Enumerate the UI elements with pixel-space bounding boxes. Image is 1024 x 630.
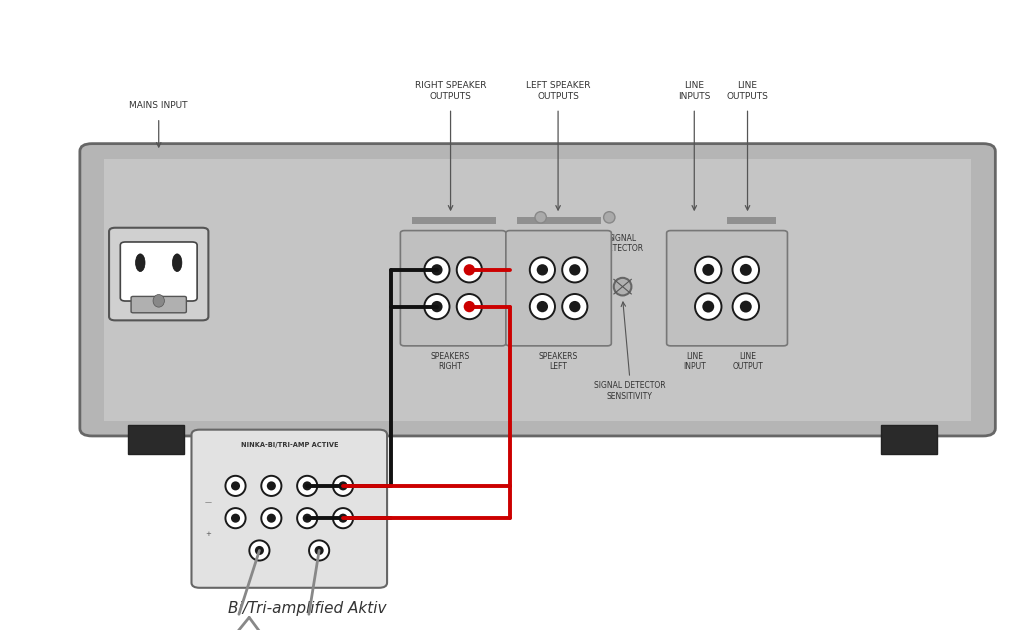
FancyBboxPatch shape [109,228,209,320]
Ellipse shape [535,212,547,223]
FancyBboxPatch shape [191,430,387,588]
Ellipse shape [695,294,722,320]
Text: RIGHT SPEAKER
OUTPUTS: RIGHT SPEAKER OUTPUTS [415,81,486,101]
Ellipse shape [303,481,311,490]
Ellipse shape [333,508,353,528]
Bar [517,217,601,224]
Ellipse shape [339,481,347,490]
Ellipse shape [172,254,182,272]
FancyBboxPatch shape [80,144,995,436]
Ellipse shape [613,278,632,295]
Ellipse shape [562,294,588,319]
Ellipse shape [464,264,475,275]
Ellipse shape [732,256,759,283]
Ellipse shape [249,541,269,561]
Text: SIGNAL
DETECTOR: SIGNAL DETECTOR [602,234,643,253]
FancyBboxPatch shape [120,242,197,301]
Ellipse shape [702,301,714,312]
Text: SIGNAL DETECTOR
SENSITIVITY: SIGNAL DETECTOR SENSITIVITY [594,381,666,401]
Text: NINKA-BI/TRI-AMP ACTIVE: NINKA-BI/TRI-AMP ACTIVE [241,442,338,449]
Bar [412,217,496,224]
Ellipse shape [603,212,615,223]
Ellipse shape [297,476,317,496]
Ellipse shape [339,513,347,523]
Ellipse shape [309,541,330,561]
Ellipse shape [267,481,275,490]
Bar [128,425,184,454]
Ellipse shape [740,264,752,276]
Ellipse shape [231,481,240,490]
Ellipse shape [529,257,555,282]
Ellipse shape [562,257,588,282]
Text: SPEAKERS
RIGHT: SPEAKERS RIGHT [431,352,470,371]
Bar [727,217,776,224]
Text: SPEAKERS
LEFT: SPEAKERS LEFT [539,352,578,371]
Ellipse shape [569,264,581,275]
FancyBboxPatch shape [667,231,787,346]
Ellipse shape [261,508,282,528]
Ellipse shape [537,264,548,275]
FancyBboxPatch shape [506,231,611,346]
Ellipse shape [457,294,482,319]
Ellipse shape [135,254,145,272]
Ellipse shape [537,301,548,312]
Ellipse shape [314,546,324,555]
Ellipse shape [740,301,752,312]
Text: MAINS INPUT: MAINS INPUT [129,101,188,110]
Text: LINE
OUTPUTS: LINE OUTPUTS [727,81,768,101]
Ellipse shape [225,508,246,528]
Ellipse shape [255,546,264,555]
Ellipse shape [431,301,442,312]
Ellipse shape [333,476,353,496]
Ellipse shape [529,294,555,319]
Ellipse shape [267,513,275,523]
Text: LINE
INPUT: LINE INPUT [683,352,706,371]
Bar [104,159,971,421]
Ellipse shape [569,301,581,312]
Ellipse shape [431,264,442,275]
Ellipse shape [424,257,450,282]
Ellipse shape [153,295,165,307]
FancyBboxPatch shape [400,231,506,346]
Ellipse shape [702,264,714,276]
Ellipse shape [231,513,240,523]
Text: LINE
INPUTS: LINE INPUTS [678,81,711,101]
Text: —: — [205,499,212,505]
FancyBboxPatch shape [131,297,186,313]
Ellipse shape [424,294,450,319]
Ellipse shape [732,294,759,320]
Bar [881,425,937,454]
Ellipse shape [225,476,246,496]
Ellipse shape [261,476,282,496]
Text: LEFT SPEAKER
OUTPUTS: LEFT SPEAKER OUTPUTS [526,81,590,101]
Text: +: + [205,531,211,537]
Ellipse shape [457,257,482,282]
Text: R: R [768,302,774,311]
Text: LINE
OUTPUT: LINE OUTPUT [732,352,763,371]
Text: L: L [768,265,773,274]
Ellipse shape [297,508,317,528]
Ellipse shape [303,513,311,523]
Text: Bi/Tri-amplified Aktiv: Bi/Tri-amplified Aktiv [228,601,386,616]
Ellipse shape [464,301,475,312]
Ellipse shape [695,256,722,283]
